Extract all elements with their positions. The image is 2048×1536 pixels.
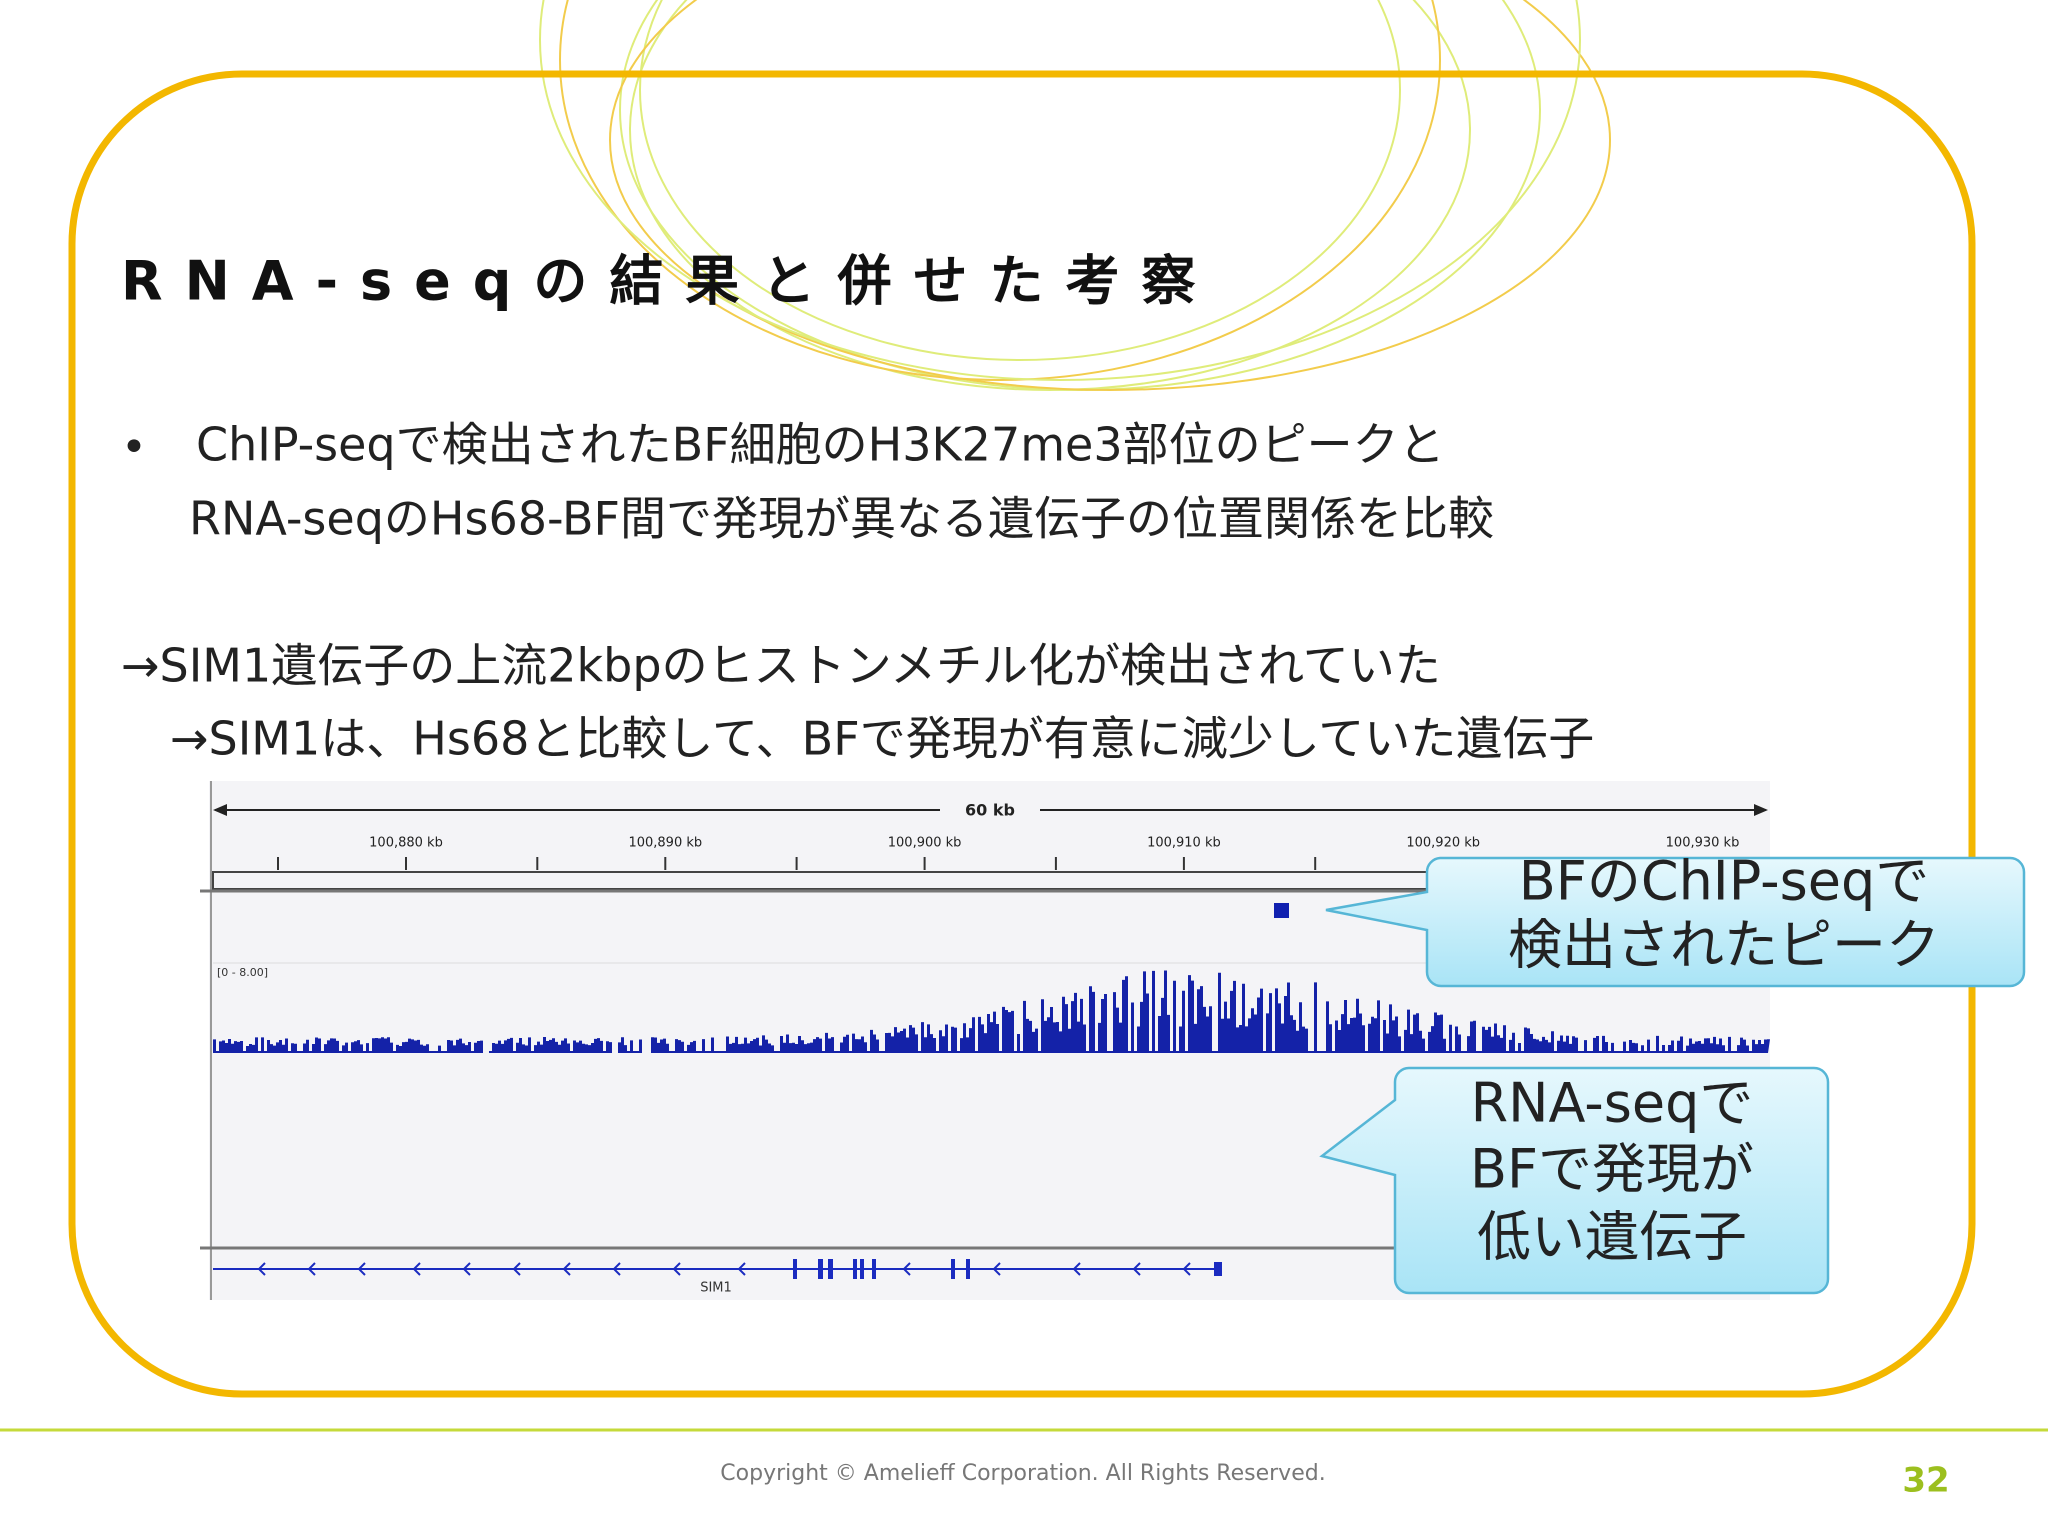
callout: RNA-seqで BFで発現が 低い遺伝子: [1319, 1066, 1830, 1295]
page-number: 32: [1902, 1461, 1949, 1501]
callout-bubble: [1325, 856, 2026, 988]
callout-text: BFのChIP-seqで: [1519, 850, 1929, 913]
bullet-line: RNA-seqのHs68-BF間で発現が異なる遺伝子の位置関係を比較: [189, 492, 1494, 546]
slide-title: RNA-seqの結果と併せた考察: [121, 250, 1217, 313]
ruler-tick-label: 100,900 kb: [888, 836, 962, 851]
ruler-tick-label: 100,890 kb: [628, 836, 702, 851]
bullet-marker: •: [121, 422, 147, 473]
bullet-line: ChIP-seqで検出されたBF細胞のH3K27me3部位のピークと: [196, 418, 1445, 472]
ruler-tick-label: 100,910 kb: [1147, 836, 1221, 851]
coverage-track: [213, 970, 1770, 1053]
copyright: Copyright © Amelieff Corporation. All Ri…: [720, 1461, 1325, 1486]
scale-label: 60 kb: [965, 801, 1015, 820]
peak: [1274, 903, 1289, 918]
callout-bubble: [1319, 1066, 1830, 1295]
ruler-tick-label: 100,880 kb: [369, 836, 443, 851]
decor-arcs: [539, 0, 1611, 391]
callout-text: 検出されたピーク: [1508, 914, 1940, 977]
callout: BFのChIP-seqで 検出されたピーク: [1325, 850, 2026, 988]
callout-text: RNA-seqで: [1471, 1072, 1754, 1135]
frame: [68, 70, 1976, 1398]
callout-text: 低い遺伝子: [1477, 1206, 1747, 1269]
ruler-tick-label: 100,930 kb: [1666, 836, 1740, 851]
ruler-tick-label: 100,920 kb: [1406, 836, 1480, 851]
range-label: [0 - 8.00]: [217, 966, 268, 979]
gene-label: SIM1: [700, 1281, 732, 1296]
finding-line: →SIM1は、Hs68と比較して、BFで発現が有意に減少していた遺伝子: [170, 712, 1594, 766]
callout-text: BFで発現が: [1470, 1138, 1754, 1201]
finding-line: →SIM1遺伝子の上流2kbpのヒストンメチル化が検出されていた: [121, 639, 1441, 693]
strand-arrows: [257, 1262, 1191, 1276]
